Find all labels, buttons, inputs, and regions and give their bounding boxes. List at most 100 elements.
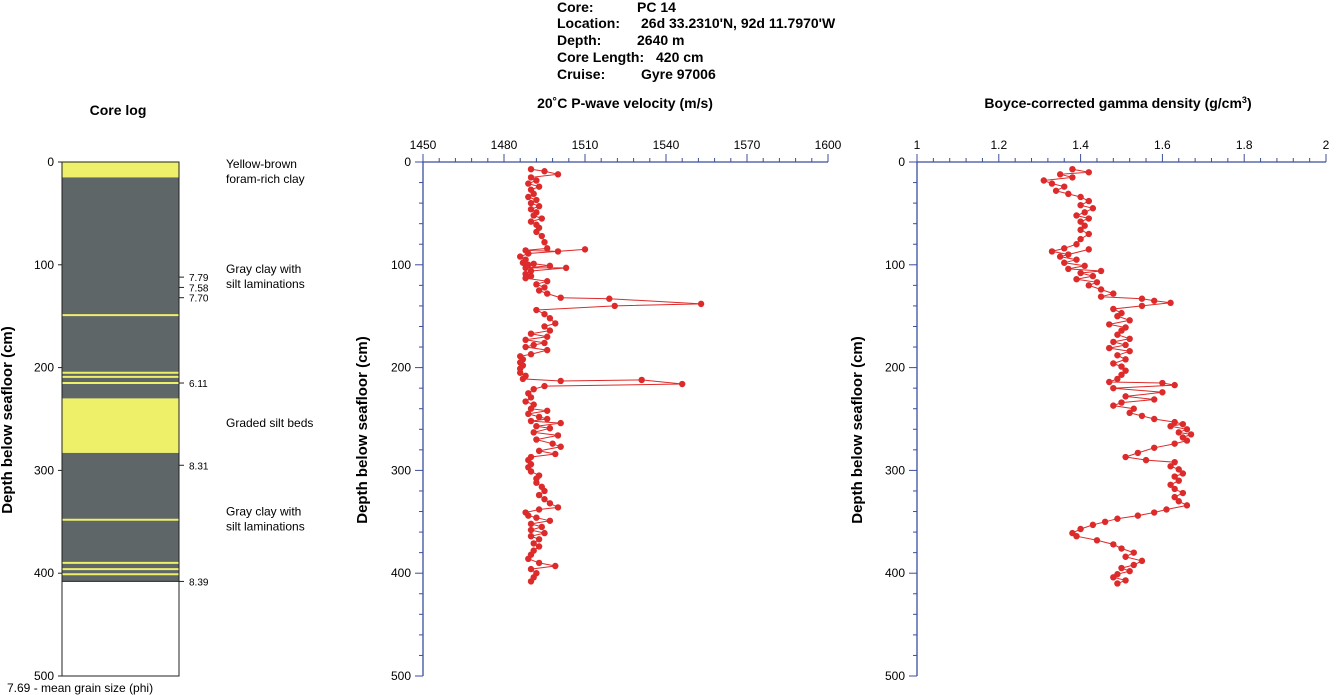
density-y-tick-label: 0 bbox=[898, 155, 905, 169]
velocity-data-point bbox=[552, 450, 559, 458]
velocity-data-point bbox=[527, 520, 535, 528]
density-data-point bbox=[1065, 190, 1072, 198]
velocity-data-point bbox=[535, 183, 543, 190]
density-data-point bbox=[1073, 532, 1080, 540]
velocity-data-point bbox=[535, 413, 543, 421]
density-x-tick-label: 2 bbox=[1323, 138, 1330, 152]
density-data-point bbox=[1126, 567, 1133, 575]
density-data-point bbox=[1106, 321, 1113, 328]
density-data-point bbox=[1159, 389, 1166, 396]
velocity-data-point bbox=[541, 529, 548, 537]
density-data-point bbox=[1114, 580, 1121, 587]
velocity-data-point bbox=[554, 432, 562, 439]
density-data-point bbox=[1073, 256, 1080, 263]
velocity-data-point bbox=[557, 377, 564, 385]
density-x-tick-label: 1 bbox=[914, 138, 921, 152]
velocity-data-point bbox=[541, 323, 548, 330]
density-data-point bbox=[1159, 379, 1166, 387]
velocity-x-tick-label: 1540 bbox=[653, 138, 680, 152]
density-data-point bbox=[1142, 456, 1150, 464]
density-data-point bbox=[1065, 265, 1072, 273]
velocity-data-point bbox=[546, 327, 554, 334]
density-y-tick-label: 200 bbox=[885, 361, 905, 375]
velocity-data-point bbox=[697, 300, 705, 308]
velocity-y-tick-label: 100 bbox=[391, 258, 411, 272]
velocity-y-label: Depth below seafloor (cm) bbox=[354, 336, 371, 524]
header-value: Gyre 97006 bbox=[641, 66, 716, 82]
density-data-point bbox=[1151, 396, 1158, 403]
density-data-point bbox=[1061, 183, 1068, 190]
density-data-point bbox=[1126, 335, 1133, 343]
velocity-data-point bbox=[538, 232, 545, 240]
density-data-point bbox=[1122, 341, 1129, 349]
density-data-point bbox=[1061, 259, 1068, 266]
velocity-data-point bbox=[533, 196, 540, 204]
velocity-x-tick-label: 1480 bbox=[491, 138, 518, 152]
velocity-data-point bbox=[527, 405, 535, 412]
velocity-data-point bbox=[522, 274, 529, 282]
density-y-tick-label: 400 bbox=[885, 566, 905, 580]
density-data-point bbox=[1085, 215, 1092, 222]
velocity-data-point bbox=[522, 336, 529, 344]
lithology-description: silt laminations bbox=[226, 520, 305, 534]
lithology-description: Gray clay with bbox=[226, 262, 301, 276]
lithology-description: Gray clay with bbox=[226, 505, 301, 519]
header-value: 26d 33.2310'N, 92d 11.7970'W bbox=[641, 15, 836, 31]
density-data-point bbox=[1171, 493, 1178, 501]
core-outline bbox=[61, 161, 180, 677]
core-layer-silt bbox=[62, 398, 179, 453]
core-y-tick-label: 300 bbox=[34, 463, 54, 477]
velocity-data-point bbox=[546, 517, 554, 524]
velocity-data-point bbox=[517, 253, 524, 260]
density-data-point bbox=[1151, 297, 1158, 304]
velocity-data-point bbox=[554, 171, 562, 178]
density-data-point bbox=[1171, 473, 1178, 480]
core-y-tick-label: 500 bbox=[34, 669, 54, 683]
velocity-data-point bbox=[527, 526, 535, 534]
density-data-point bbox=[1073, 212, 1080, 219]
density-data-point bbox=[1085, 230, 1092, 238]
velocity-data-point bbox=[527, 165, 535, 173]
density-data-point bbox=[1134, 512, 1142, 519]
velocity-data-point bbox=[519, 375, 527, 383]
density-data-point bbox=[1085, 197, 1092, 205]
density-data-point bbox=[1085, 246, 1092, 253]
density-data-point bbox=[1138, 302, 1146, 310]
velocity-data-point bbox=[527, 330, 535, 337]
density-data-point bbox=[1052, 187, 1060, 194]
velocity-y-tick-label: 400 bbox=[391, 566, 411, 580]
velocity-data-point bbox=[546, 425, 554, 432]
velocity-data-point bbox=[533, 436, 540, 443]
core-y-tick-label: 400 bbox=[34, 566, 54, 580]
grain-size-label: 7.70 bbox=[189, 294, 209, 305]
velocity-data-point bbox=[517, 369, 524, 376]
velocity-y-tick-label: 0 bbox=[404, 155, 411, 169]
density-data-point bbox=[1089, 205, 1097, 212]
core-log-y-label: Depth below seafloor (cm) bbox=[0, 326, 16, 514]
density-data-point bbox=[1179, 489, 1187, 497]
velocity-data-point bbox=[557, 419, 564, 427]
velocity-data-point bbox=[522, 398, 529, 405]
density-data-point bbox=[1073, 241, 1080, 248]
velocity-y-tick-label: 200 bbox=[391, 361, 411, 375]
density-data-point bbox=[1110, 360, 1117, 367]
velocity-x-tick-label: 1510 bbox=[572, 138, 599, 152]
velocity-data-point bbox=[544, 278, 551, 285]
density-data-point bbox=[1106, 378, 1113, 386]
density-y-tick-label: 500 bbox=[885, 669, 905, 683]
density-data-point bbox=[1122, 553, 1129, 560]
grain-size-footnote: 7.69 - mean grain size (phi) bbox=[7, 681, 153, 695]
velocity-data-point bbox=[530, 540, 537, 547]
velocity-data-point bbox=[541, 310, 548, 318]
density-data-point bbox=[1167, 422, 1174, 430]
velocity-x-tick-label: 1570 bbox=[734, 138, 761, 152]
velocity-data-point bbox=[544, 346, 551, 354]
density-data-point bbox=[1138, 295, 1146, 302]
velocity-data-point bbox=[527, 267, 535, 275]
velocity-data-point bbox=[541, 339, 548, 347]
velocity-data-point bbox=[530, 429, 537, 436]
grain-size-label: 8.31 bbox=[189, 461, 209, 472]
velocity-data-point bbox=[527, 351, 535, 358]
velocity-data-point bbox=[541, 495, 548, 503]
